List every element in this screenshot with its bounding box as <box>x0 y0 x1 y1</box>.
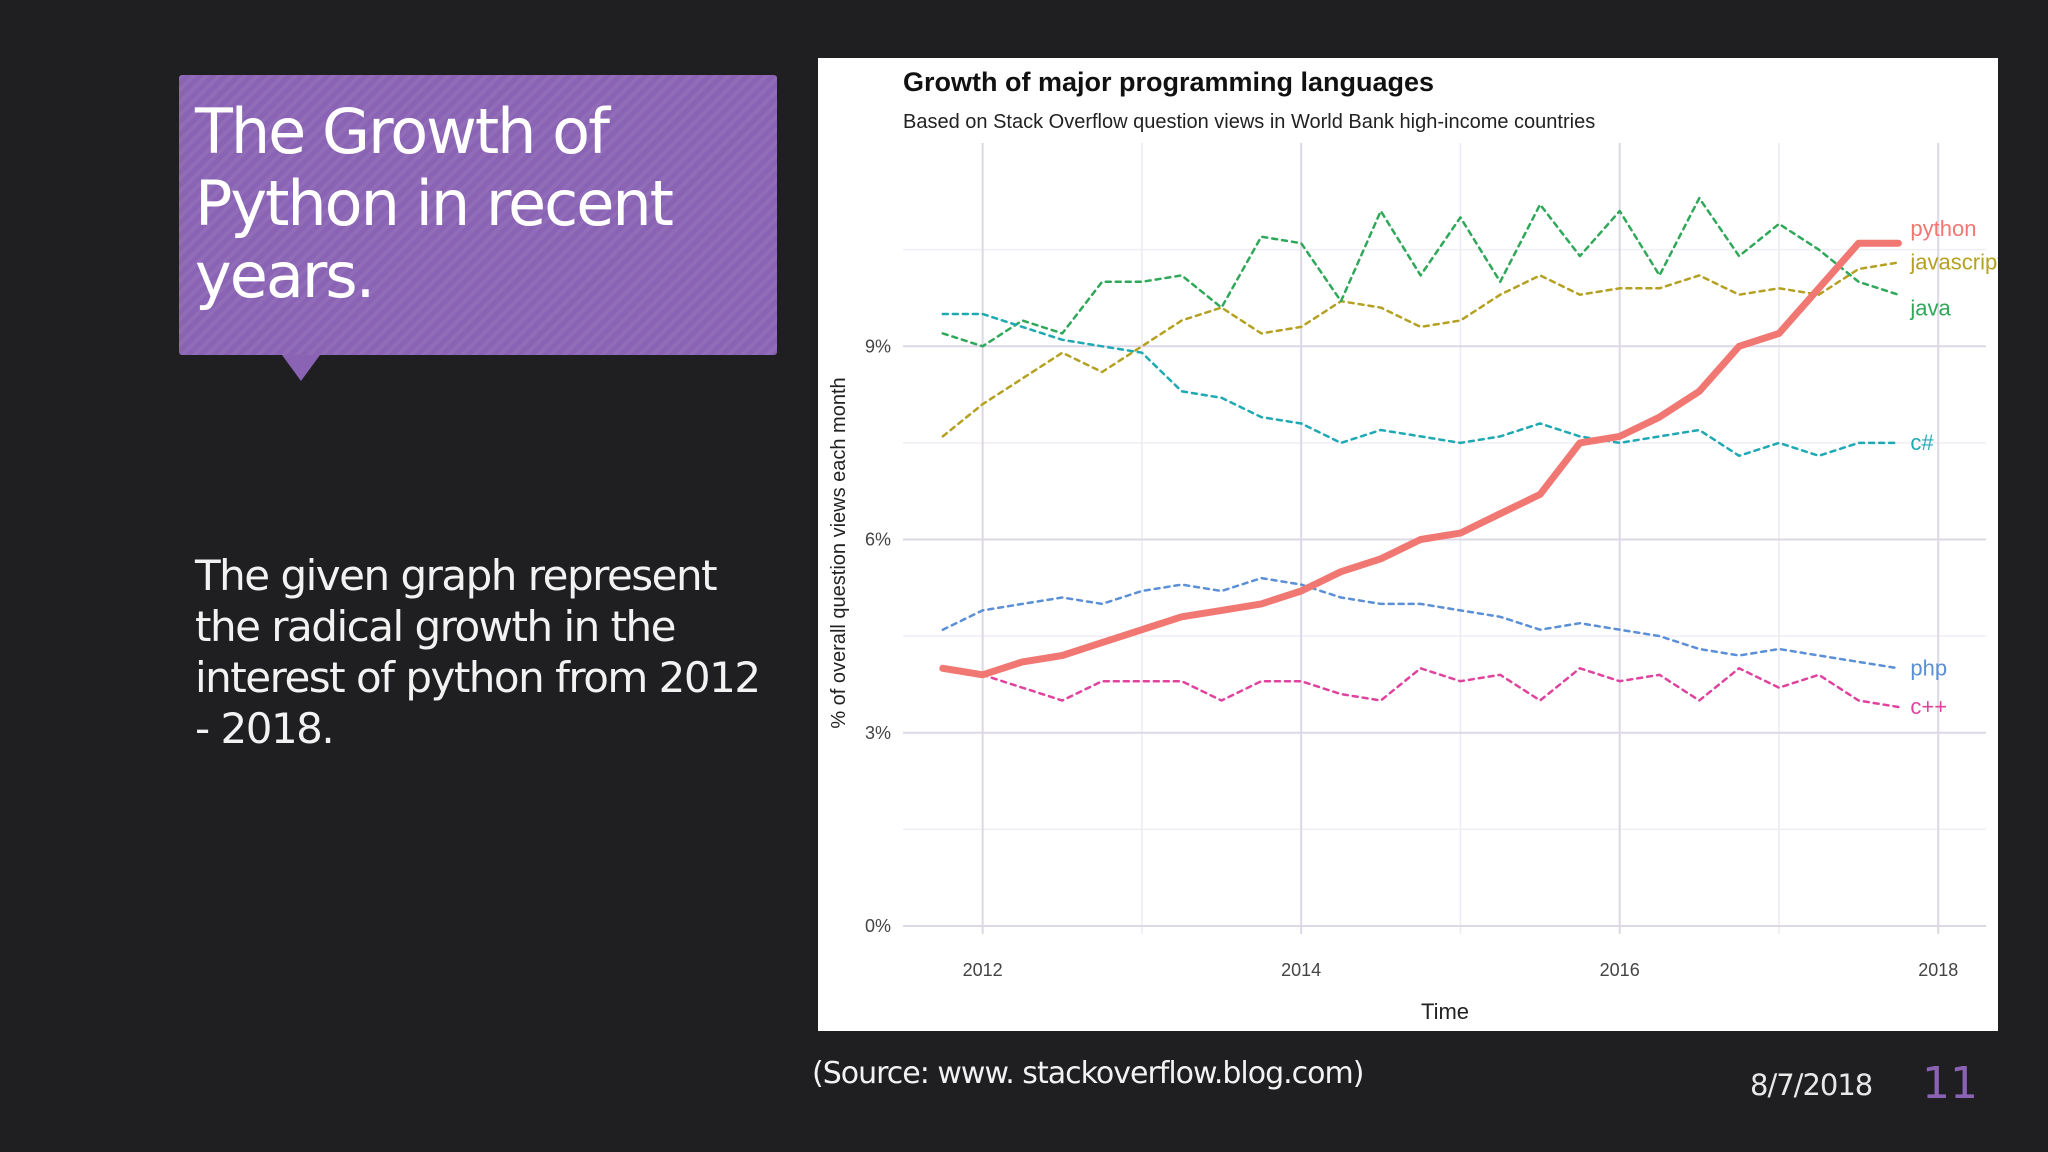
line-chart: 2012 2014 2016 2018 0% 3% 6% 9% python javascript… <box>828 67 1998 1024</box>
slide-date: 8/7/2018 <box>1750 1068 1873 1102</box>
x-tick-label: 2016 <box>1600 960 1640 980</box>
title-box <box>179 75 777 355</box>
series-layer <box>939 196 1902 709</box>
series-label-php: php <box>1910 655 1947 680</box>
y-tick-label: 3% <box>865 723 891 743</box>
y-tick-label: 0% <box>865 916 891 936</box>
chart-title: Growth of major programming languages <box>903 67 1434 97</box>
series-label-cpp: c++ <box>1910 694 1947 719</box>
series-line-cp <box>941 312 1900 458</box>
series-line-php <box>941 576 1900 670</box>
y-tick-label: 6% <box>865 530 891 550</box>
x-tick-label: 2018 <box>1918 960 1958 980</box>
y-axis-label: % of overall question views each month <box>828 377 850 728</box>
y-tick-label: 9% <box>865 336 891 356</box>
x-axis-label: Time <box>1421 999 1469 1024</box>
series-label-python: python <box>1910 216 1976 241</box>
series-line-javascript <box>941 261 1900 438</box>
x-tick-label: 2014 <box>1281 960 1321 980</box>
chart-subtitle: Based on Stack Overflow question views i… <box>903 111 1595 133</box>
label-layer: 2012 2014 2016 2018 0% 3% 6% 9% python javascript… <box>865 216 1998 980</box>
series-label-javascript: javascript <box>1909 250 1998 275</box>
slide-number: 11 <box>1922 1058 1978 1109</box>
title-callout-pointer <box>282 355 320 381</box>
grid-layer <box>903 143 1986 934</box>
x-tick-label: 2012 <box>963 960 1003 980</box>
series-line-python <box>939 239 1902 679</box>
slide-title: The Growth of Python in recent years. <box>195 95 674 312</box>
series-label-cp: c# <box>1910 430 1934 455</box>
source-note: (Source: www. stackoverflow.blog.com) <box>812 1056 1364 1091</box>
series-label-java: java <box>1909 296 1951 321</box>
series-line-cpp <box>941 667 1900 709</box>
chart-panel: 2012 2014 2016 2018 0% 3% 6% 9% python javascript… <box>818 58 1998 1031</box>
series-line-java <box>941 196 1900 348</box>
slide-body-text: The given graph represent the radical gr… <box>195 551 761 753</box>
